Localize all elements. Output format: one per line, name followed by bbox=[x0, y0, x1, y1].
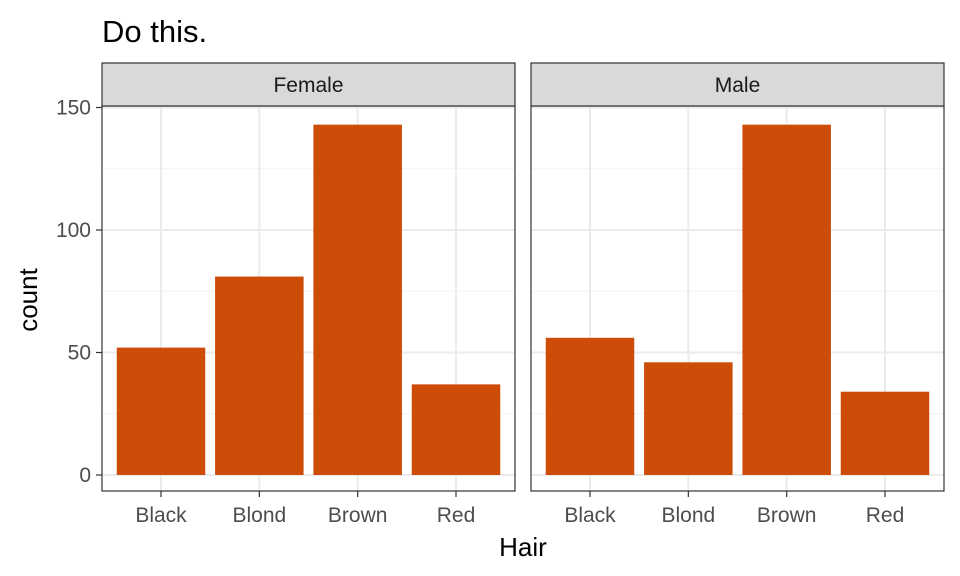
bar-female-red bbox=[411, 384, 501, 475]
bar-male-black bbox=[545, 337, 635, 475]
x-tick-label: Brown bbox=[757, 504, 817, 527]
facet-strip-label: Male bbox=[715, 74, 761, 97]
facet-strip bbox=[101, 62, 516, 107]
x-tick-label: Red bbox=[437, 504, 476, 527]
x-tick-label: Brown bbox=[328, 504, 388, 527]
x-axis-title: Hair bbox=[499, 532, 547, 562]
bar-female-brown bbox=[313, 124, 402, 476]
bar-male-red bbox=[840, 391, 930, 475]
y-axis-title: count bbox=[13, 267, 43, 331]
x-tick-label: Red bbox=[866, 504, 905, 527]
chart-title: Do this. bbox=[102, 14, 207, 49]
bar-female-blond bbox=[215, 276, 304, 475]
x-tick-label: Black bbox=[135, 504, 187, 527]
y-axis: 0 50 100 150 bbox=[56, 97, 102, 487]
x-tick-label: Blond bbox=[232, 504, 286, 527]
bar-female-black bbox=[116, 347, 206, 475]
facet-strip-label: Female bbox=[273, 74, 343, 97]
x-tick-label: Blond bbox=[661, 504, 715, 527]
facet-panels: Female Black Blond Brown Red Male Black Blond Br… bbox=[101, 62, 945, 527]
bar-male-blond bbox=[644, 362, 733, 475]
y-tick-label: 50 bbox=[68, 342, 91, 365]
facet-panel-male: Male Black Blond Brown Red bbox=[530, 62, 945, 527]
facet-panel-female: Female Black Blond Brown Red bbox=[101, 62, 516, 527]
x-tick-label: Black bbox=[564, 504, 616, 527]
y-tick-label: 100 bbox=[56, 219, 91, 242]
y-tick-label: 150 bbox=[56, 97, 91, 120]
facet-strip bbox=[530, 62, 945, 107]
y-tick-label: 0 bbox=[79, 464, 91, 487]
bar-male-brown bbox=[742, 124, 831, 476]
